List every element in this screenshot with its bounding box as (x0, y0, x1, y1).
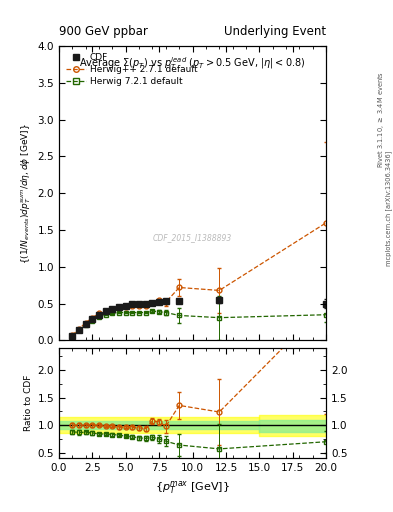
Y-axis label: $\{(1/N_{events}) dp_T^{sum}/d\eta, d\phi$ [GeV]$\}$: $\{(1/N_{events}) dp_T^{sum}/d\eta, d\ph… (20, 123, 33, 264)
Text: Rivet 3.1.10, $\geq$ 3.4M events: Rivet 3.1.10, $\geq$ 3.4M events (376, 71, 386, 168)
Legend: CDF, Herwig++ 2.7.1 default, Herwig 7.2.1 default: CDF, Herwig++ 2.7.1 default, Herwig 7.2.… (63, 51, 200, 89)
Text: CDF_2015_I1388893: CDF_2015_I1388893 (153, 233, 232, 242)
Text: mcplots.cern.ch [arXiv:1306.3436]: mcplots.cern.ch [arXiv:1306.3436] (386, 151, 393, 266)
Text: Underlying Event: Underlying Event (224, 26, 326, 38)
Text: Average $\Sigma(p_T)$ vs $p_T^{lead}$ ($p_T > 0.5$ GeV, $|\eta| < 0.8$): Average $\Sigma(p_T)$ vs $p_T^{lead}$ ($… (79, 55, 306, 72)
Text: 900 GeV ppbar: 900 GeV ppbar (59, 26, 148, 38)
X-axis label: $\{p_T^{max}$ [GeV]$\}$: $\{p_T^{max}$ [GeV]$\}$ (155, 479, 230, 496)
Y-axis label: Ratio to CDF: Ratio to CDF (24, 375, 33, 432)
